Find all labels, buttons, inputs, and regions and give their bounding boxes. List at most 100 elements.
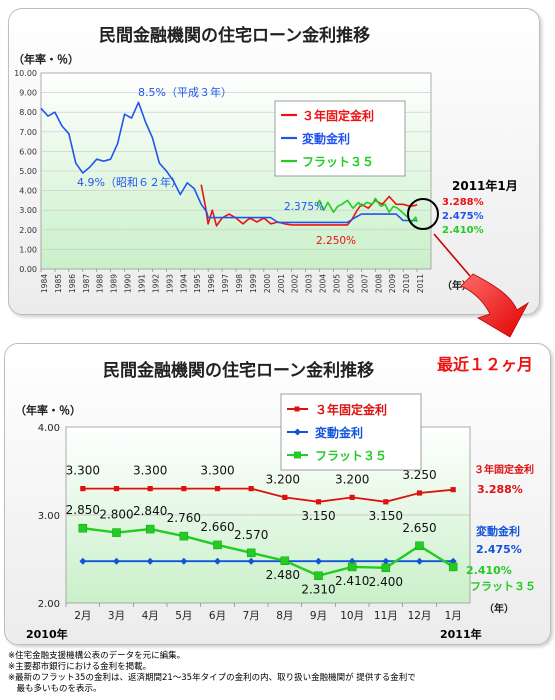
bottom-legend-flat: フラット３５ bbox=[315, 449, 387, 463]
bottom-point-0 bbox=[282, 494, 288, 500]
bottom-point-1 bbox=[214, 557, 221, 565]
top-chart-title: 民間金融機関の住宅ローン金利推移 bbox=[99, 26, 371, 46]
top-unit-label: （年率・％） bbox=[13, 53, 79, 66]
bottom-data-label: 2.650 bbox=[402, 521, 436, 535]
top-x-tick-label: 1988 bbox=[96, 274, 105, 293]
bottom-series-line-0 bbox=[82, 487, 454, 503]
top-y-tick-label: 4.00 bbox=[19, 187, 37, 196]
bottom-data-label: 2.850 bbox=[66, 503, 100, 517]
bottom-y-tick-label: 3.00 bbox=[38, 511, 60, 522]
top-x-tick-label: 2003 bbox=[305, 274, 314, 293]
bottom-point-2 bbox=[213, 540, 222, 550]
top-x-tick-label: 1991 bbox=[138, 274, 147, 293]
top-x-tick-label: 1984 bbox=[40, 274, 49, 293]
bottom-x-tick-label: 6月 bbox=[209, 610, 226, 622]
bottom-point-2 bbox=[246, 548, 256, 558]
bottom-point-2 bbox=[145, 524, 155, 534]
connector-line bbox=[433, 233, 471, 277]
bottom-point-1 bbox=[382, 557, 390, 565]
bottom-legend-variable: 変動金利 bbox=[315, 425, 363, 440]
top-x-tick-label: 2000 bbox=[263, 274, 272, 293]
top-y-tick-label: 6.00 bbox=[19, 147, 37, 156]
bottom-x-tick-label: 10月 bbox=[340, 610, 364, 622]
top-x-tick-label: 1995 bbox=[193, 274, 202, 293]
bottom-data-label: 2.760 bbox=[167, 511, 201, 525]
top-legend-fixed: ３年固定金利 bbox=[302, 108, 374, 123]
bottom-chart-title: 民間金融機関の住宅ローン金利推移 bbox=[103, 361, 375, 381]
bottom-point-0 bbox=[181, 486, 187, 492]
top-series-line-1 bbox=[40, 101, 418, 224]
top-x-tick-label: 1994 bbox=[179, 274, 188, 293]
top-legend: ３年固定金利 変動金利 フラット３５ bbox=[274, 100, 406, 177]
bottom-data-label: 2.840 bbox=[133, 504, 167, 518]
right-label-variable-value: 2.475% bbox=[476, 543, 522, 556]
footnote-2: ※主要都市銀行における金利を掲載。 bbox=[8, 662, 152, 672]
top-annotation-2410: 2.410% bbox=[442, 225, 484, 236]
top-x-tick-label: 2010 bbox=[402, 274, 411, 293]
top-legend-variable: 変動金利 bbox=[302, 131, 350, 146]
top-y-tick-label: 3.00 bbox=[19, 206, 37, 215]
bottom-x-tick-label: 7月 bbox=[243, 610, 260, 622]
year-start-label: 2010年 bbox=[26, 627, 68, 641]
bottom-point-2 bbox=[112, 528, 121, 537]
bottom-x-tick-label: 4月 bbox=[142, 610, 159, 622]
down-arrow bbox=[460, 273, 530, 338]
right-label-fixed-value: 3.288% bbox=[477, 483, 523, 496]
top-annotation-2250: 2.250% bbox=[316, 235, 356, 247]
bottom-y-tick-label: 2.00 bbox=[38, 599, 60, 610]
bottom-point-0 bbox=[315, 499, 322, 505]
bottom-x-tick-label: 11月 bbox=[374, 610, 398, 622]
top-x-tick-label: 1992 bbox=[151, 274, 160, 293]
bottom-point-1 bbox=[79, 557, 87, 565]
top-annotation-3288: 3.288% bbox=[442, 197, 484, 208]
bottom-data-label: 3.150 bbox=[301, 509, 335, 523]
top-x-tick-label: 1999 bbox=[249, 274, 258, 293]
year-end-label: 2011年 bbox=[440, 627, 482, 641]
bottom-point-2 bbox=[280, 556, 290, 566]
top-x-tick-label: 2006 bbox=[346, 274, 355, 293]
top-x-tick-label: 1998 bbox=[235, 274, 244, 293]
top-y-tick-label: 8.00 bbox=[19, 108, 37, 117]
bottom-x-tick-label: 2月 bbox=[74, 610, 91, 622]
top-x-tick-label: 1985 bbox=[54, 274, 63, 293]
bottom-point-1 bbox=[180, 557, 188, 565]
top-chart: 0.00 1.00 2.00 3.00 4.00 5.00 6.00 7.00 8.00 9.00… bbox=[14, 69, 530, 338]
footnote-4: 最も多いものを表示。 bbox=[8, 684, 102, 694]
top-current-label: 2011年1月 bbox=[452, 178, 518, 193]
top-y-tick-label: 0.00 bbox=[19, 265, 37, 274]
recent-12-months-label: 最近１２ヶ月 bbox=[437, 355, 534, 374]
top-y-tick-label: 7.00 bbox=[19, 128, 37, 137]
top-x-tick-label: 1989 bbox=[110, 274, 119, 293]
top-y-tick-label: 5.00 bbox=[19, 167, 37, 176]
bottom-point-2 bbox=[314, 571, 323, 580]
right-label-variable-name: 変動金利 bbox=[476, 524, 520, 538]
top-x-tick-label: 1997 bbox=[221, 274, 230, 293]
bottom-data-label: 3.150 bbox=[369, 509, 403, 523]
bottom-point-0 bbox=[349, 494, 355, 500]
top-x-tick-label: 2005 bbox=[333, 274, 342, 293]
bottom-point-0 bbox=[450, 487, 456, 493]
top-x-tick-label: 2011 bbox=[416, 274, 425, 293]
bottom-point-2 bbox=[347, 562, 357, 572]
bottom-point-2 bbox=[381, 563, 391, 573]
bottom-data-label: 2.310 bbox=[301, 583, 335, 597]
bottom-point-2 bbox=[78, 523, 88, 533]
top-x-tick-label: 2008 bbox=[374, 274, 383, 293]
top-series-line-2 bbox=[316, 197, 418, 223]
bottom-point-2 bbox=[415, 541, 424, 551]
bottom-x-tick-label: 5月 bbox=[175, 610, 192, 622]
bottom-unit-label: （年率・％） bbox=[15, 404, 81, 417]
top-x-tick-label: 1990 bbox=[124, 274, 133, 293]
bottom-x-tick-label: 9月 bbox=[310, 610, 327, 622]
top-x-tick-label: 2001 bbox=[277, 274, 286, 293]
bottom-x-tick-label: 8月 bbox=[276, 610, 293, 622]
bottom-series-line-2 bbox=[82, 527, 454, 577]
bottom-legend-fixed: ３年固定金利 bbox=[315, 402, 387, 417]
highlight-circle bbox=[407, 198, 439, 230]
bottom-point-2 bbox=[179, 531, 189, 541]
bottom-legend: ３年固定金利 変動金利 フラット３５ bbox=[280, 393, 422, 471]
bottom-data-label: 3.250 bbox=[402, 468, 436, 482]
right-label-flat-name: フラット３５ bbox=[470, 580, 536, 593]
top-y-tick-label: 10.00 bbox=[14, 69, 37, 78]
